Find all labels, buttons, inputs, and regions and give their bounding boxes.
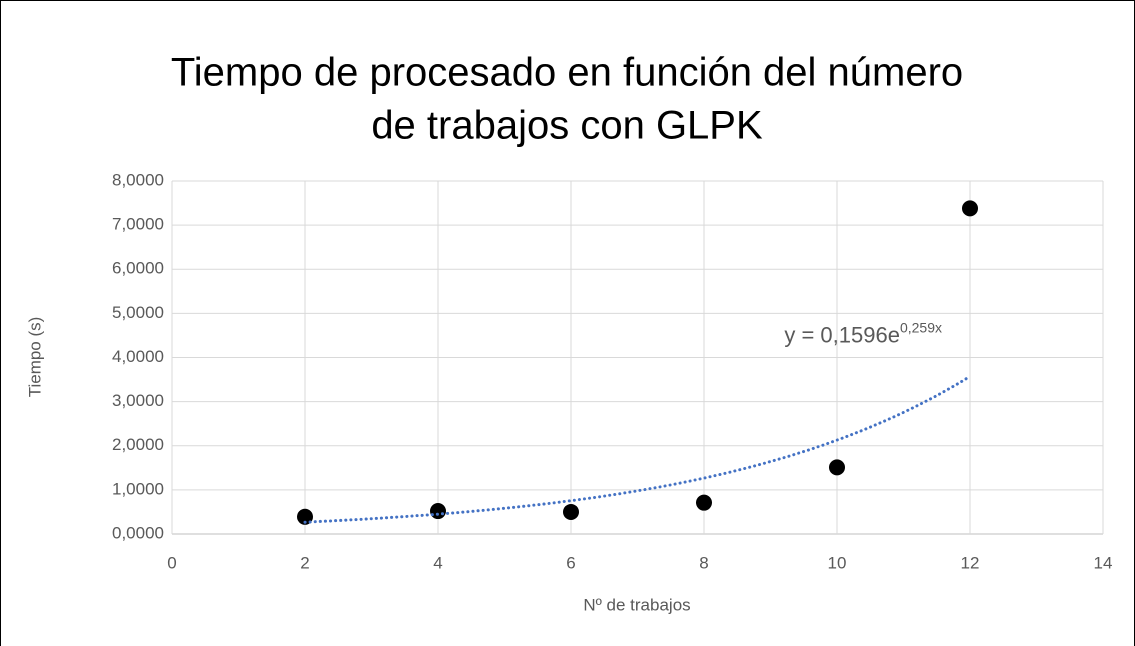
- y-tick-label: 4,0000: [112, 347, 164, 366]
- x-tick-label: 10: [828, 553, 847, 572]
- x-axis-label: Nº de trabajos: [583, 595, 690, 614]
- equation-base: y = 0,1596e: [784, 322, 900, 347]
- y-tick-label: 2,0000: [112, 435, 164, 454]
- y-tick-label: 8,0000: [112, 170, 164, 189]
- y-tick-label: 0,0000: [112, 523, 164, 542]
- chart-title: Tiempo de procesado en función del númer…: [171, 51, 963, 95]
- y-tick-label: 3,0000: [112, 391, 164, 410]
- data-point: [829, 459, 845, 476]
- x-tick-label: 4: [433, 553, 442, 572]
- data-point: [430, 503, 446, 520]
- x-tick-label: 12: [961, 553, 980, 572]
- trendline: [303, 374, 972, 524]
- x-tick-label: 8: [699, 553, 708, 572]
- x-tick-label: 2: [300, 553, 309, 572]
- data-point: [962, 200, 978, 217]
- x-tick-label: 0: [167, 553, 176, 572]
- y-tick-label: 5,0000: [112, 303, 164, 322]
- equation-exponent: 0,259x: [900, 319, 942, 335]
- data-point: [563, 503, 579, 520]
- y-axis-label: Tiempo (s): [25, 317, 44, 398]
- data-point: [696, 494, 712, 511]
- trendline-equation: y = 0,1596e0,259x: [784, 319, 942, 347]
- y-tick-label: 1,0000: [112, 479, 164, 498]
- x-tick-label: 6: [566, 553, 575, 572]
- y-tick-label: 7,0000: [112, 215, 164, 234]
- chart-title: de trabajos con GLPK: [371, 104, 763, 148]
- y-tick-label: 6,0000: [112, 259, 164, 278]
- x-tick-label: 14: [1094, 553, 1113, 572]
- data-point: [297, 508, 313, 525]
